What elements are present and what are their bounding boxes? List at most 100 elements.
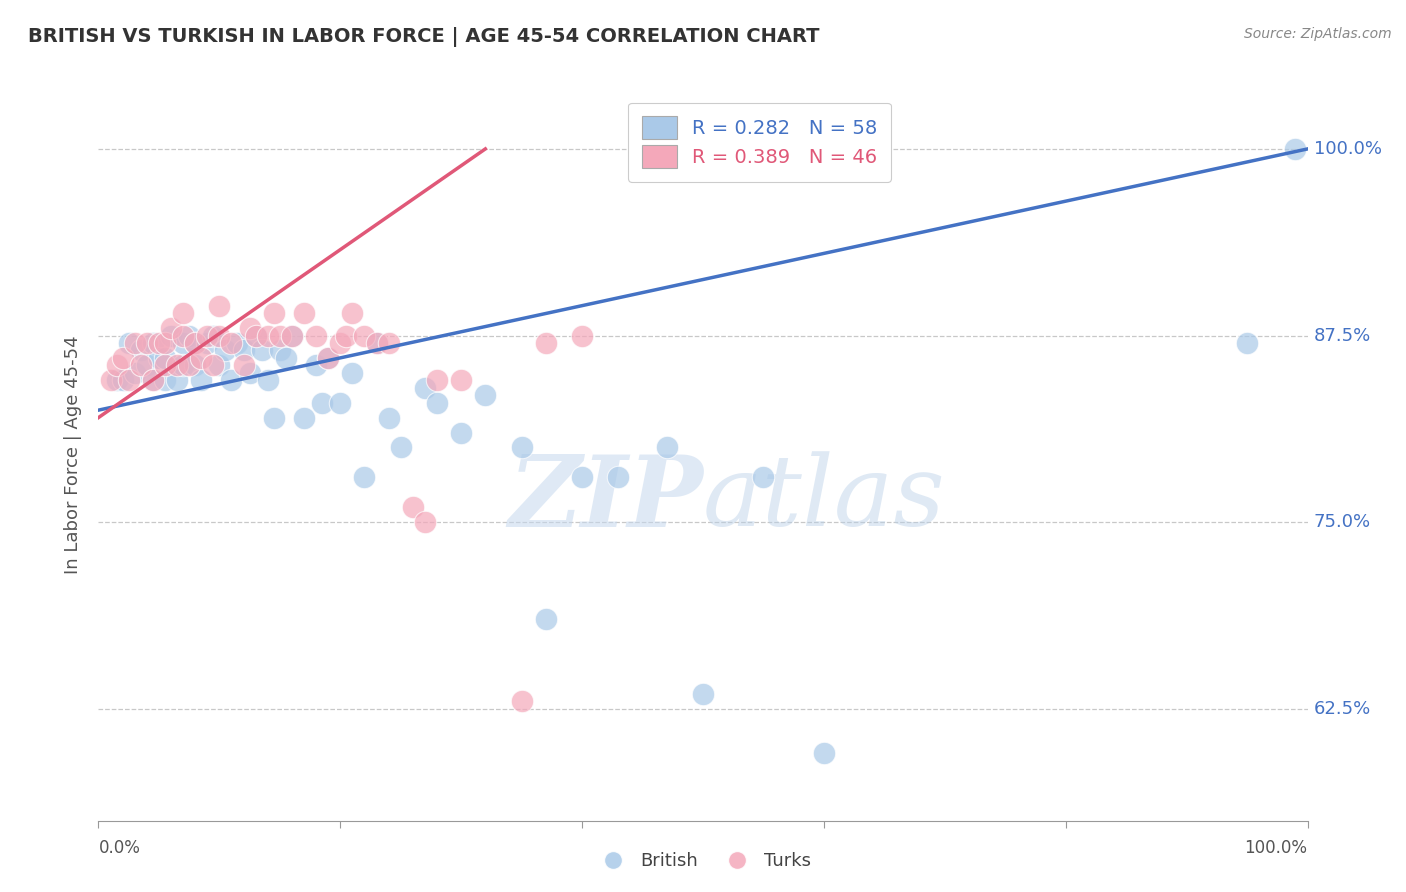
Point [166,359,188,373]
Text: Source: ZipAtlas.com: Source: ZipAtlas.com [1244,27,1392,41]
Point [353,328,375,343]
Point [377,335,399,350]
Text: ZIP: ZIP [508,450,703,547]
Point [195,328,218,343]
Point [316,351,339,365]
Point [245,328,267,343]
Point [111,373,134,387]
Point [274,351,297,365]
Point [692,687,714,701]
Point [510,694,533,708]
Point [190,373,212,387]
Point [426,373,449,387]
Point [179,359,201,373]
Point [571,328,593,343]
Point [172,335,194,350]
Point [172,306,194,320]
Point [208,299,231,313]
Point [245,328,267,343]
Point [142,373,165,387]
Point [366,335,388,350]
Point [208,328,231,343]
Point [214,343,236,358]
Point [148,351,170,365]
Point [148,335,170,350]
Point [402,500,425,515]
Point [142,335,165,350]
Text: 100.0%: 100.0% [1244,838,1308,857]
Point [184,335,207,350]
Point [269,328,291,343]
Point [221,373,243,387]
Point [208,359,231,373]
Text: 75.0%: 75.0% [1313,513,1371,531]
Point [135,359,157,373]
Point [413,515,436,529]
Point [311,395,333,409]
Point [450,373,472,387]
Point [184,359,207,373]
Point [135,335,157,350]
Point [305,328,328,343]
Point [202,328,225,343]
Point [413,381,436,395]
Text: 0.0%: 0.0% [98,838,141,857]
Point [100,373,122,387]
Point [226,335,249,350]
Point [172,328,194,343]
Point [1236,335,1258,350]
Point [142,373,165,387]
Point [571,470,593,484]
Point [118,373,141,387]
Point [160,321,183,335]
Point [329,395,352,409]
Point [281,328,304,343]
Text: 62.5%: 62.5% [1313,699,1371,718]
Point [172,359,194,373]
Point [202,359,225,373]
Point [353,470,375,484]
Point [426,395,449,409]
Point [813,747,835,761]
Point [153,359,176,373]
Point [232,359,254,373]
Point [342,366,364,380]
Point [153,373,176,387]
Point [292,410,315,425]
Y-axis label: In Labor Force | Age 45-54: In Labor Force | Age 45-54 [65,335,83,574]
Point [389,441,412,455]
Text: BRITISH VS TURKISH IN LABOR FORCE | AGE 45-54 CORRELATION CHART: BRITISH VS TURKISH IN LABOR FORCE | AGE … [28,27,820,46]
Point [377,410,399,425]
Text: 100.0%: 100.0% [1313,140,1382,158]
Point [124,335,146,350]
Point [105,373,128,387]
Point [118,335,141,350]
Point [250,343,273,358]
Point [184,335,207,350]
Point [221,335,243,350]
Point [160,328,183,343]
Point [190,351,212,365]
Text: 87.5%: 87.5% [1313,326,1371,344]
Point [111,351,134,365]
Point [105,359,128,373]
Legend: British, Turks: British, Turks [588,845,818,878]
Point [129,343,152,358]
Point [232,343,254,358]
Point [239,321,262,335]
Point [534,612,557,626]
Point [124,366,146,380]
Point [263,410,285,425]
Point [153,335,176,350]
Point [281,328,304,343]
Point [752,470,775,484]
Point [179,328,201,343]
Point [256,328,278,343]
Point [195,335,218,350]
Point [305,359,328,373]
Point [263,306,285,320]
Point [292,306,315,320]
Point [342,306,364,320]
Point [129,359,152,373]
Point [510,441,533,455]
